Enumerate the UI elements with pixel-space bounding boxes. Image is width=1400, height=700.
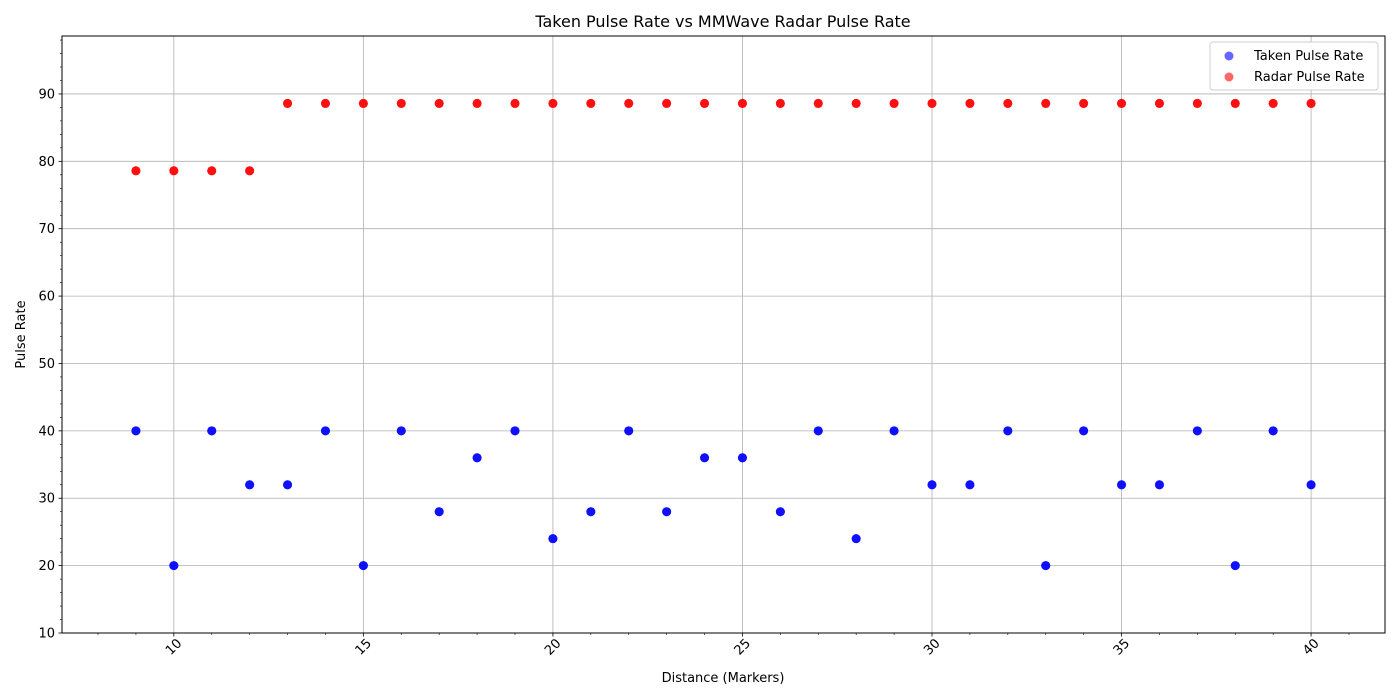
taken-pulse-point	[207, 426, 217, 436]
y-tick-labels: 10 20 30 40 50 60 70 80 90	[38, 87, 55, 641]
taken-pulse-point	[965, 480, 975, 490]
radar-pulse-point	[851, 98, 861, 108]
radar-pulse-point	[586, 98, 596, 108]
y-tick-label: 90	[38, 87, 55, 102]
radar-pulse-point	[207, 166, 217, 176]
radar-pulse-point	[965, 98, 975, 108]
taken-pulse-point	[472, 453, 482, 463]
radar-pulse-point	[662, 98, 672, 108]
legend-label-taken: Taken Pulse Rate	[1253, 49, 1363, 64]
taken-pulse-point	[737, 453, 747, 463]
taken-pulse-point	[889, 426, 899, 436]
radar-pulse-point	[1117, 98, 1127, 108]
legend-marker-radar	[1224, 72, 1234, 82]
y-tick-label: 30	[38, 492, 55, 507]
taken-pulse-point	[1192, 426, 1202, 436]
radar-pulse-point	[510, 98, 520, 108]
radar-pulse-point	[1306, 98, 1316, 108]
radar-pulse-point	[320, 98, 330, 108]
radar-pulse-point	[624, 98, 634, 108]
radar-pulse-point	[1268, 98, 1278, 108]
radar-pulse-point	[927, 98, 937, 108]
taken-pulse-point	[1154, 480, 1164, 490]
y-tick-label: 50	[38, 357, 55, 372]
taken-pulse-point	[927, 480, 937, 490]
radar-pulse-point	[1041, 98, 1051, 108]
taken-pulse-point	[624, 426, 634, 436]
y-tick-label: 60	[38, 290, 55, 305]
radar-pulse-point	[700, 98, 710, 108]
radar-pulse-point	[245, 166, 255, 176]
radar-pulse-point	[434, 98, 444, 108]
legend-label-radar: Radar Pulse Rate	[1254, 70, 1365, 85]
taken-pulse-point	[434, 507, 444, 517]
x-axis-label: Distance (Markers)	[662, 671, 785, 686]
taken-pulse-point	[775, 507, 785, 517]
taken-pulse-point	[320, 426, 330, 436]
legend: Taken Pulse Rate Radar Pulse Rate	[1209, 41, 1379, 91]
radar-pulse-point	[889, 98, 899, 108]
taken-pulse-point	[283, 480, 293, 490]
legend-marker-taken	[1224, 51, 1234, 61]
radar-pulse-point	[169, 166, 179, 176]
radar-pulse-point	[131, 166, 141, 176]
radar-pulse-point	[813, 98, 823, 108]
taken-pulse-point	[548, 534, 558, 544]
radar-pulse-point	[1003, 98, 1013, 108]
taken-pulse-point	[169, 561, 179, 571]
radar-pulse-point	[548, 98, 558, 108]
data-points	[131, 98, 1316, 571]
radar-pulse-point	[737, 98, 747, 108]
taken-pulse-point	[358, 561, 368, 571]
legend-box	[1209, 41, 1379, 91]
taken-pulse-point	[586, 507, 596, 517]
chart-title: Taken Pulse Rate vs MMWave Radar Pulse R…	[534, 12, 910, 31]
radar-pulse-point	[396, 98, 406, 108]
grid-lines	[62, 36, 1385, 634]
taken-pulse-point	[813, 426, 823, 436]
y-tick-label: 10	[38, 627, 55, 642]
taken-pulse-point	[1079, 426, 1089, 436]
radar-pulse-point	[1079, 98, 1089, 108]
taken-pulse-point	[131, 426, 141, 436]
y-tick-label: 80	[38, 155, 55, 170]
taken-pulse-point	[510, 426, 520, 436]
y-axis-label: Pulse Rate	[14, 300, 29, 368]
taken-pulse-point	[1117, 480, 1127, 490]
radar-pulse-point	[472, 98, 482, 108]
taken-pulse-point	[1268, 426, 1278, 436]
major-ticks	[58, 93, 1312, 637]
radar-pulse-point	[283, 98, 293, 108]
radar-pulse-point	[1230, 98, 1240, 108]
taken-pulse-point	[1306, 480, 1316, 490]
radar-pulse-point	[1192, 98, 1202, 108]
taken-pulse-point	[851, 534, 861, 544]
plot-area-frame	[61, 35, 1386, 634]
y-tick-label: 40	[38, 424, 55, 439]
taken-pulse-point	[662, 507, 672, 517]
taken-pulse-point	[1041, 561, 1051, 571]
taken-pulse-point	[700, 453, 710, 463]
y-tick-label: 20	[38, 559, 55, 574]
radar-pulse-point	[358, 98, 368, 108]
taken-pulse-point	[245, 480, 255, 490]
taken-pulse-point	[1230, 561, 1240, 571]
taken-pulse-point	[1003, 426, 1013, 436]
taken-pulse-point	[396, 426, 406, 436]
y-tick-label: 70	[38, 222, 55, 237]
radar-pulse-point	[1154, 98, 1164, 108]
radar-pulse-point	[775, 98, 785, 108]
